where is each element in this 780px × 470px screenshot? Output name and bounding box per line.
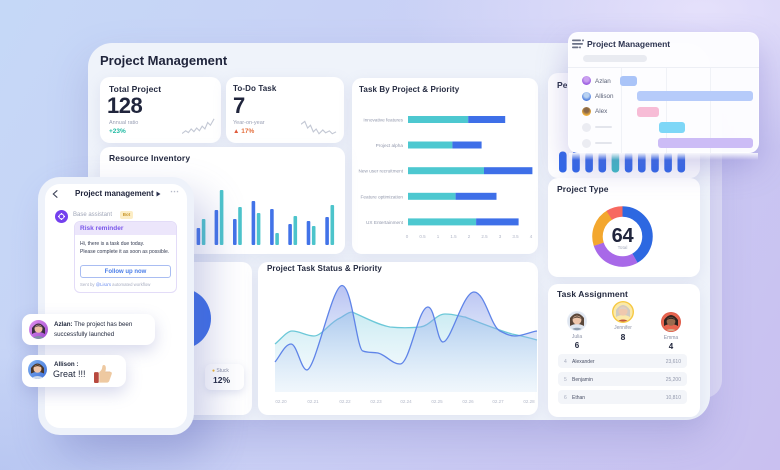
svg-text:02.23: 02.23: [370, 399, 382, 404]
svg-text:2: 2: [467, 234, 470, 239]
svg-text:02.22: 02.22: [339, 399, 351, 404]
svg-text:0.5: 0.5: [419, 234, 426, 239]
svg-text:4: 4: [529, 234, 532, 239]
svg-text:UX Entertainment: UX Entertainment: [366, 220, 404, 225]
svg-text:1: 1: [436, 234, 439, 239]
svg-text:02.24: 02.24: [400, 399, 412, 404]
svg-text:3: 3: [498, 234, 501, 239]
svg-text:Innovative features: Innovative features: [363, 118, 403, 123]
svg-text:02.28: 02.28: [523, 399, 535, 404]
svg-text:Feature optimization: Feature optimization: [360, 194, 403, 199]
svg-text:3.5: 3.5: [512, 234, 519, 239]
svg-text:02.26: 02.26: [462, 399, 474, 404]
svg-text:02.25: 02.25: [431, 399, 443, 404]
svg-text:Project alpha: Project alpha: [375, 143, 403, 148]
svg-text:New user recruitment: New user recruitment: [358, 169, 403, 174]
svg-text:1.5: 1.5: [450, 234, 457, 239]
svg-text:0: 0: [405, 234, 408, 239]
svg-text:02.21: 02.21: [307, 399, 319, 404]
svg-text:02.27: 02.27: [492, 399, 504, 404]
svg-text:02.20: 02.20: [275, 399, 287, 404]
svg-text:2.5: 2.5: [481, 234, 488, 239]
